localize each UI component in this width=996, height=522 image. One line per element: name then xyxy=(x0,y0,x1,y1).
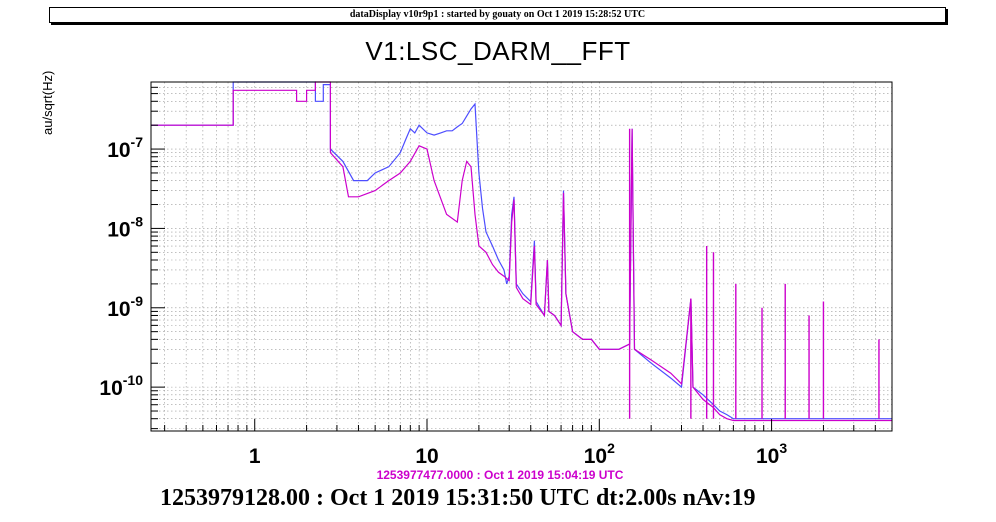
chart-subtitle: 1253977477.0000 : Oct 1 2019 15:04:19 UT… xyxy=(376,468,624,482)
chart-title: V1:LSC_DARM__FFT xyxy=(365,36,631,66)
y-tick-label: 10-7 xyxy=(107,134,143,162)
plot-frame xyxy=(150,81,893,432)
chart-footer: 1253979128.00 : Oct 1 2019 15:31:50 UTC … xyxy=(160,485,756,511)
tick-marks xyxy=(151,81,893,431)
y-tick-label: 10-9 xyxy=(107,293,143,321)
grid-lines xyxy=(151,81,893,431)
window-banner: dataDisplay v10r9p1 : started by gouaty … xyxy=(49,7,946,23)
y-tick-label: 10-10 xyxy=(99,372,143,400)
series-layer xyxy=(151,81,892,422)
x-tick-label: 102 xyxy=(584,440,615,468)
x-tick-label: 103 xyxy=(756,440,787,468)
x-tick-label: 1 xyxy=(249,445,261,468)
axes xyxy=(150,81,893,432)
peak-layer xyxy=(628,128,880,419)
series-line-1 xyxy=(151,81,892,422)
series-line-0 xyxy=(151,81,892,420)
x-tick-label: 10 xyxy=(415,445,438,468)
tick-labels: 1 10 102 103 10-10 10-9 10-8 10-7 xyxy=(99,134,787,468)
y-tick-label: 10-8 xyxy=(107,213,143,241)
